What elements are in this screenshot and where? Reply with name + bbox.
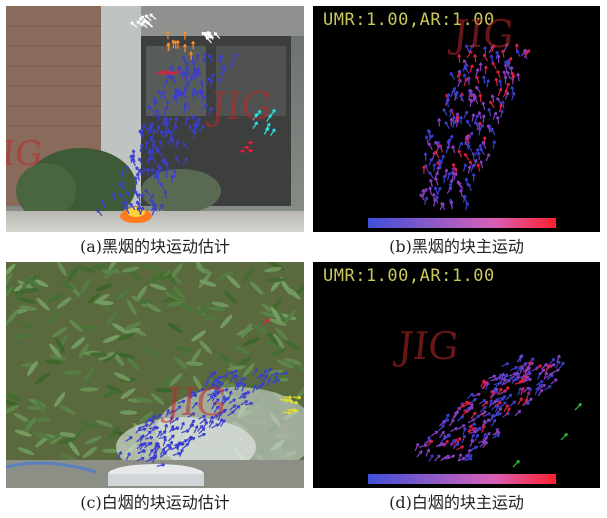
panel-a-image: JIG JIG xyxy=(6,6,304,232)
panel-a-arrows xyxy=(96,13,276,217)
panel-b-watermark: JIG xyxy=(450,12,516,56)
panel-c-image: JIG xyxy=(6,262,304,488)
panel-a-caption: (a)黑烟的块运动估计 xyxy=(79,237,231,256)
panel-d-arrows xyxy=(414,353,582,468)
panel-b-colorbar xyxy=(368,218,556,228)
panel-d-image: UMR:1.00,AR:1.00 JIG xyxy=(313,262,600,488)
panel-c-scene xyxy=(6,262,304,488)
panel-c-caption: (c)白烟的块运动估计 xyxy=(80,493,230,512)
panel-d-colorbar xyxy=(368,474,556,484)
panel-d-watermark: JIG xyxy=(395,324,461,368)
panel-c-arrows xyxy=(117,318,302,467)
panel-c-watermark: JIG xyxy=(163,380,229,424)
panel-b-arrows xyxy=(419,43,531,211)
panel-a-watermark: JIG xyxy=(208,84,274,128)
panel-a-watermark-edge: JIG xyxy=(6,134,45,174)
panel-b-image: UMR:1.00,AR:1.00 JIG xyxy=(313,6,600,232)
panel-d-overlay: UMR:1.00,AR:1.00 xyxy=(323,266,495,286)
panel-b-overlay: UMR:1.00,AR:1.00 xyxy=(323,10,495,30)
panel-d-caption: (d)白烟的块主运动 xyxy=(389,493,524,512)
panel-b-caption: (b)黑烟的块主运动 xyxy=(389,237,524,256)
